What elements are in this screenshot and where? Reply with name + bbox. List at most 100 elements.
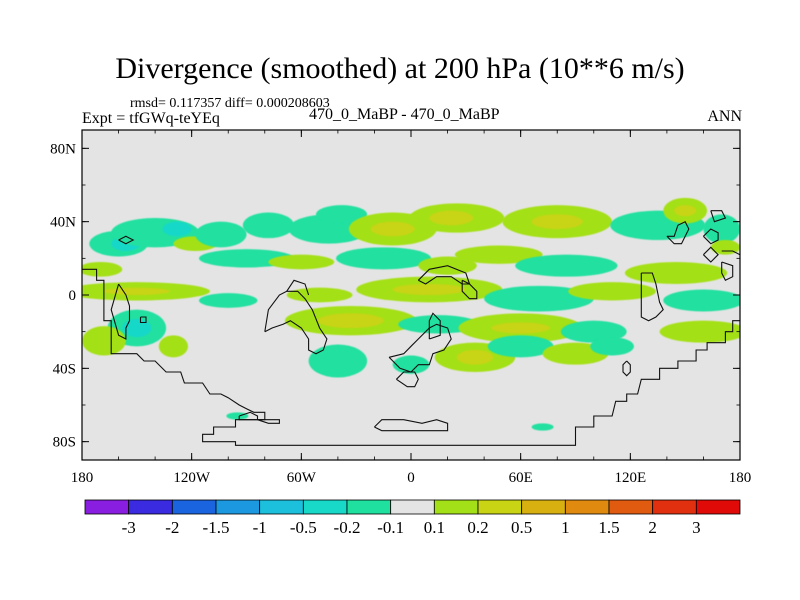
colorbar-label: -1 (253, 518, 267, 537)
stats-line: rmsd= 0.117357 diff= 0.000208603 (130, 96, 330, 111)
coastline (640, 272, 664, 322)
divergence-contour-region (370, 221, 415, 237)
divergence-contour-region (560, 320, 627, 343)
colorbar-label: 0.5 (511, 518, 532, 537)
coastline (417, 265, 471, 285)
colorbar-swatch (84, 499, 130, 515)
x-tick-label: 180 (71, 470, 94, 486)
divergence-contour-region (703, 214, 740, 244)
divergence-contour-region (226, 412, 249, 420)
colorbar-label: 1.5 (598, 518, 619, 537)
divergence-contour-region (82, 326, 126, 356)
x-tick-label: 0 (407, 470, 415, 486)
y-tick-label: 0 (69, 288, 77, 304)
colorbar-swatch (695, 499, 741, 515)
coastline (666, 220, 690, 245)
center-subtitle: 470_0_MaBP - 470_0_MaBP (309, 106, 500, 123)
divergence-contour-region (392, 284, 466, 295)
divergence-contour-region (484, 285, 594, 312)
divergence-contour-region (568, 282, 656, 301)
coastline (118, 235, 135, 245)
divergence-contour-region (103, 287, 170, 296)
colorbar-swatch (652, 499, 697, 515)
coastline (110, 283, 131, 340)
divergence-contour-region (195, 221, 247, 248)
divergence-contour-region (491, 322, 550, 334)
divergence-contour-region (268, 254, 335, 270)
colorbar-swatch (564, 499, 610, 515)
x-tick-label: 120W (173, 470, 211, 486)
divergence-contour-region (456, 350, 494, 365)
colorbar-label: -0.5 (290, 518, 317, 537)
divergence-contour-region (336, 247, 432, 270)
coastline (82, 268, 740, 446)
coastline (264, 290, 328, 355)
y-tick-label: 40N (50, 215, 76, 231)
colorbar-swatch (608, 499, 654, 515)
divergence-contour-region (515, 254, 618, 277)
coastline (388, 323, 452, 373)
colorbar-swatch (302, 499, 348, 515)
divergence-contour-region (531, 214, 583, 230)
coastline (257, 419, 280, 424)
divergence-contour-region (454, 245, 543, 264)
x-tick-label: 60W (287, 470, 317, 486)
colorbar-label: 0.1 (424, 518, 445, 537)
divergence-contour-region (162, 221, 192, 237)
divergence-contour-region (663, 289, 740, 312)
divergence-contour-region (659, 320, 740, 343)
divergence-contour-region (198, 293, 258, 308)
colorbar-swatch (215, 499, 261, 515)
divergence-contour-region (429, 210, 474, 226)
coastline (374, 419, 449, 432)
coastline (703, 246, 719, 263)
experiment-label: Expt = tfGWq-teYEq (82, 110, 220, 127)
coastline (461, 279, 478, 300)
coastline (703, 228, 719, 245)
season-label: ANN (707, 108, 742, 125)
colorbar-label: -0.1 (377, 518, 404, 537)
colorbar-label: 1 (561, 518, 570, 537)
divergence-contour-region (122, 318, 152, 338)
coastline (286, 279, 310, 296)
coastline (396, 371, 419, 388)
divergence-contour-region (624, 262, 728, 284)
coastline (622, 360, 631, 377)
divergence-contour-region (317, 313, 384, 328)
divergence-contour-region (590, 337, 634, 356)
colorbar-label: -3 (122, 518, 136, 537)
coastline (139, 316, 147, 324)
y-tick-label: 40S (53, 361, 76, 377)
colorbar-swatch (477, 499, 523, 515)
divergence-contour-region (286, 287, 353, 303)
colorbar-label: 0.2 (467, 518, 488, 537)
colorbar-label: -0.2 (334, 518, 361, 537)
x-tick-label: 60E (509, 470, 533, 486)
colorbar-swatch (433, 499, 479, 515)
coastline (721, 261, 734, 282)
coastline (721, 250, 740, 256)
divergence-contour-region (487, 335, 554, 358)
colorbar-label: -2 (165, 518, 179, 537)
divergence-contour-region (674, 205, 697, 217)
colorbar-swatch (390, 499, 435, 515)
colorbar-label: 3 (692, 518, 701, 537)
divergence-contour-region (315, 205, 368, 224)
divergence-contour-region (308, 344, 368, 378)
divergence-contour-region (158, 335, 189, 358)
colorbar-swatch (128, 499, 173, 515)
colorbar-label: 2 (648, 518, 657, 537)
y-tick-label: 80N (50, 141, 76, 157)
chart-title: Divergence (smoothed) at 200 hPa (10**6 … (115, 52, 685, 85)
divergence-contour-region (82, 262, 123, 277)
x-tick-label: 120E (614, 470, 646, 486)
colorbar-label: -1.5 (203, 518, 230, 537)
colorbar-swatch (259, 499, 304, 515)
colorbar-swatch (346, 499, 392, 515)
divergence-contour-region (531, 423, 554, 431)
colorbar-swatch (171, 499, 217, 515)
colorbar-swatch (521, 499, 566, 515)
coastline (428, 312, 441, 340)
x-tick-label: 180 (729, 470, 752, 486)
